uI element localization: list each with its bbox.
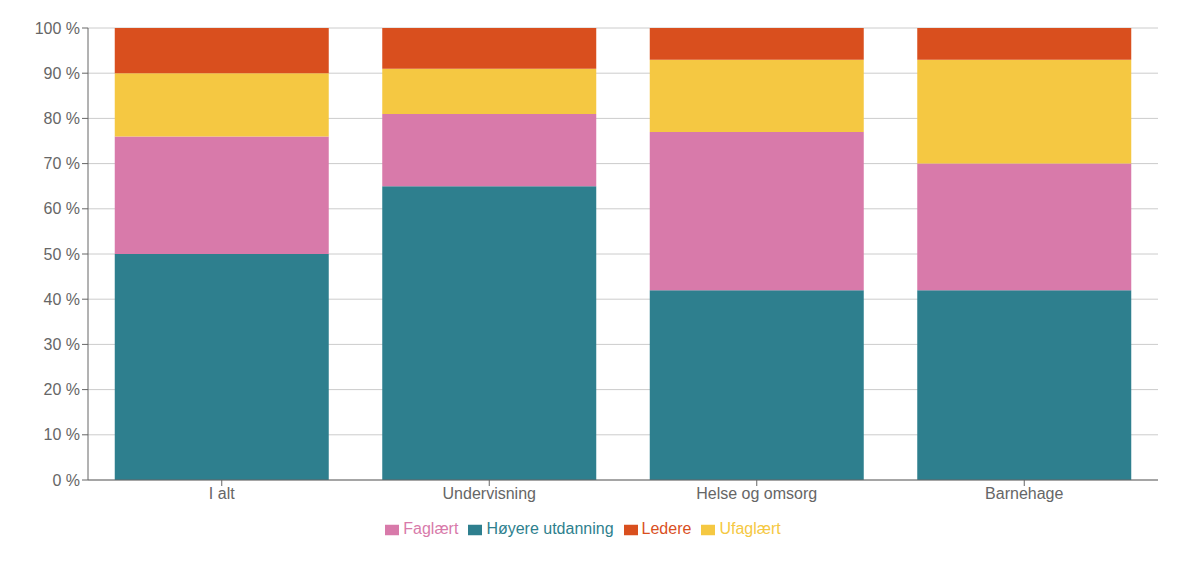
html-text:Ufaglært: Ufaglært [719,520,781,537]
svg-text:Undervisning: Undervisning [443,485,536,502]
svg-text:80 %: 80 % [44,110,80,127]
svg-text:100 %: 100 % [35,20,80,37]
html-text:Ledere: Ledere [641,520,692,537]
svg-text:70 %: 70 % [44,155,80,172]
html-text:Høyere utdanning: Høyere utdanning [486,520,614,537]
svg-text:10 %: 10 % [44,426,80,443]
svg-text:0 %: 0 % [52,472,80,489]
svg-text:Barnehage: Barnehage [985,485,1063,502]
svg-text:90 %: 90 % [44,65,80,82]
html-text:Faglært: Faglært [403,520,459,537]
svg-text:Helse og omsorg: Helse og omsorg [696,485,817,502]
svg-text:30 %: 30 % [44,336,80,353]
svg-text:20 %: 20 % [44,381,80,398]
svg-text:40 %: 40 % [44,291,80,308]
svg-text:I alt: I alt [209,485,235,502]
svg-text:60 %: 60 % [44,200,80,217]
svg-text:50 %: 50 % [44,246,80,263]
